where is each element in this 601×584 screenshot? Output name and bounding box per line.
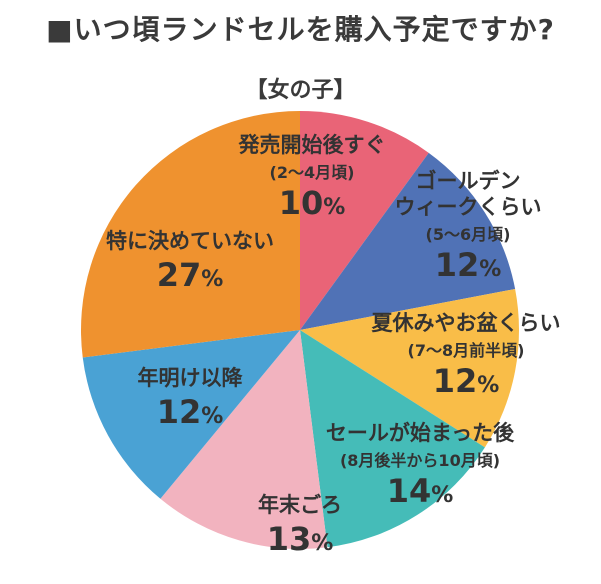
pie-slice: [300, 111, 429, 330]
pie-slice: [300, 152, 516, 330]
slice-label-value: 12%: [433, 362, 500, 400]
slice-label-note: (2〜4月頃): [270, 163, 355, 182]
pie-slice: [160, 330, 328, 549]
slice-label-name: 特に決めていない: [106, 229, 274, 253]
pie-slice: [82, 330, 300, 499]
slice-label-value: 12%: [435, 246, 502, 284]
chart-title: ■いつ頃ランドセルを購入予定ですか?: [46, 13, 555, 46]
slice-label-value: 27%: [157, 256, 224, 294]
slice-label-name: 夏休みやお盆くらい: [372, 311, 561, 335]
slice-label-name: 年明け以降: [138, 366, 244, 390]
slice-label-value: 10%: [279, 184, 346, 222]
pie-slice: [300, 330, 485, 548]
slice-label-name: ゴールデン: [416, 169, 521, 193]
slice-label-note: (7〜8月前半頃): [408, 341, 525, 360]
slice-label-note: (5〜6月頃): [426, 225, 511, 244]
slice-label-note: (8月後半から10月頃): [340, 451, 500, 470]
slice-label-name: 年末ごろ: [258, 493, 342, 517]
slice-label-name: セールが始まった後: [326, 421, 515, 445]
pie-slice: [81, 111, 300, 358]
slice-label-value: 13%: [267, 520, 334, 558]
slice-label-name: 発売開始後すぐ: [238, 133, 386, 157]
pie-slice: [300, 288, 519, 448]
slice-label-value: 14%: [387, 472, 454, 510]
chart-subtitle: 【女の子】: [245, 78, 356, 103]
pie-slices: [81, 111, 519, 549]
slice-label-value: 12%: [157, 393, 224, 431]
slice-label-name: ウィークくらい: [395, 195, 542, 219]
